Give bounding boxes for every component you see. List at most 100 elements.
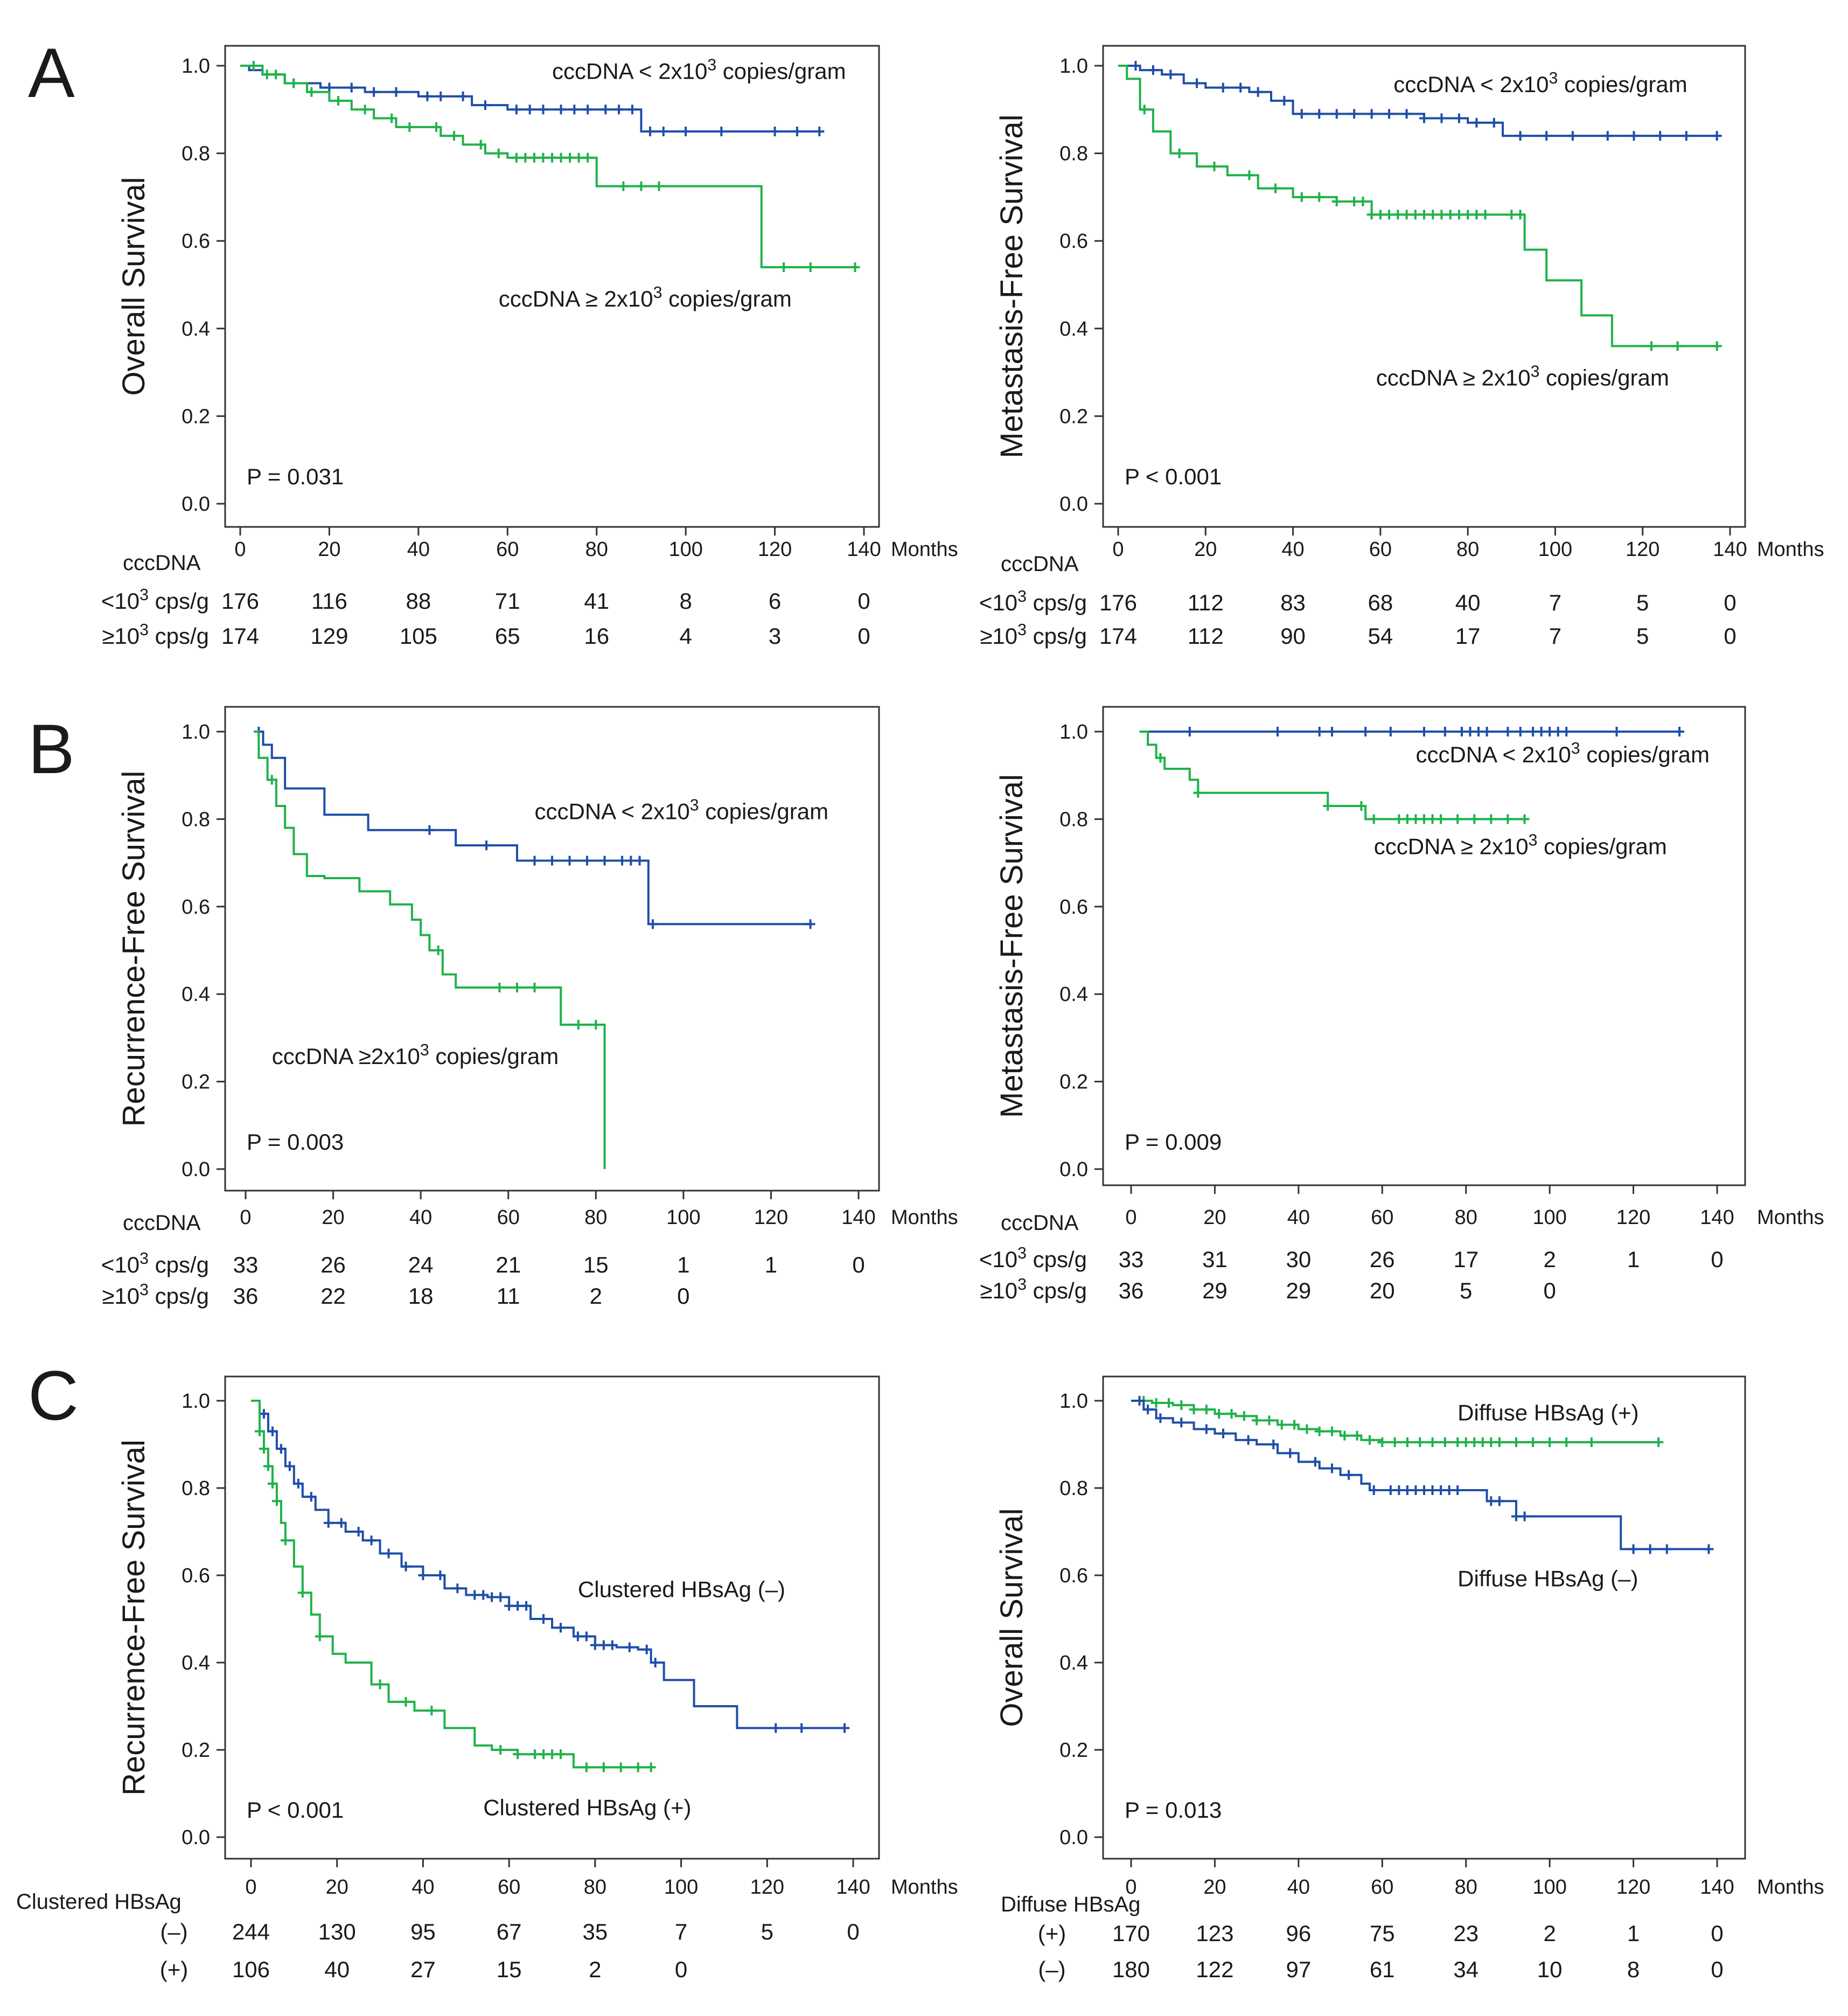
censor-mark xyxy=(547,856,557,866)
plot-frame xyxy=(1102,706,1746,1186)
censor-mark xyxy=(1503,814,1513,824)
censor-mark xyxy=(574,152,584,163)
censor-mark xyxy=(452,1583,463,1594)
risk-count: 26 xyxy=(320,1252,346,1277)
censor-mark xyxy=(1176,1417,1187,1428)
censor-mark xyxy=(598,1640,609,1650)
censor-mark xyxy=(658,126,668,136)
risk-count: 2 xyxy=(589,1957,601,1982)
censor-mark xyxy=(1314,109,1324,119)
censor-mark xyxy=(1369,814,1379,824)
x-tick-label: 40 xyxy=(1287,1876,1310,1899)
censor-mark xyxy=(480,100,490,110)
censor-mark xyxy=(814,126,825,136)
risk-count: 4 xyxy=(679,623,692,649)
censor-mark xyxy=(601,105,611,115)
risk-table-title: cccDNA xyxy=(123,1211,201,1235)
y-tick-label: 0.2 xyxy=(1059,405,1088,428)
censor-mark xyxy=(797,1723,807,1733)
censor-mark xyxy=(511,152,521,163)
risk-count: 27 xyxy=(410,1957,436,1982)
x-tick-label: 140 xyxy=(1700,1876,1734,1899)
risk-count: 180 xyxy=(1112,1957,1150,1982)
risk-count: 71 xyxy=(495,588,520,614)
censor-mark xyxy=(565,152,575,163)
censor-mark xyxy=(1507,210,1517,220)
censor-mark xyxy=(1384,109,1394,119)
risk-count: 112 xyxy=(1188,590,1224,615)
censor-mark xyxy=(547,152,557,163)
censor-mark xyxy=(476,140,486,150)
x-tick-label: 120 xyxy=(758,538,792,561)
censor-mark xyxy=(248,61,259,71)
censor-mark xyxy=(1176,1400,1187,1410)
risk-count: 0 xyxy=(847,1919,859,1944)
censor-mark xyxy=(1402,1437,1412,1447)
p-value: P = 0.009 xyxy=(1125,1129,1222,1155)
censor-mark xyxy=(280,1535,290,1546)
x-axis-label: Months xyxy=(891,1206,958,1229)
censor-mark xyxy=(1366,210,1377,220)
censor-mark xyxy=(1440,1437,1450,1447)
censor-mark xyxy=(1340,1430,1350,1441)
censor-mark xyxy=(1402,814,1412,824)
x-tick-label: 80 xyxy=(1455,1876,1477,1899)
y-tick-label: 0.6 xyxy=(182,896,210,919)
risk-count: 16 xyxy=(584,623,609,649)
censor-mark xyxy=(618,181,629,191)
censor-mark xyxy=(289,78,299,88)
censor-mark xyxy=(1289,1420,1300,1430)
x-tick-label: 120 xyxy=(1616,1876,1650,1899)
x-tick-label: 20 xyxy=(1203,1876,1226,1899)
censor-mark xyxy=(1377,1437,1387,1447)
censor-mark xyxy=(1586,1437,1596,1447)
censor-mark xyxy=(431,122,441,132)
risk-count: 112 xyxy=(1188,623,1224,649)
censor-mark xyxy=(1327,727,1337,736)
risk-count: 88 xyxy=(406,588,431,614)
censor-mark xyxy=(1201,1424,1211,1434)
censor-mark xyxy=(336,1518,346,1528)
censor-mark xyxy=(436,91,446,101)
censor-mark xyxy=(1645,1544,1655,1554)
y-tick-label: 0.0 xyxy=(182,493,210,516)
y-tick-label: 0.8 xyxy=(1059,143,1088,165)
x-tick-label: 40 xyxy=(407,538,430,561)
censor-mark xyxy=(1704,1544,1714,1554)
censor-mark xyxy=(770,126,780,136)
risk-row-label: ≥103 cps/g xyxy=(102,621,209,649)
censor-mark xyxy=(1427,1485,1438,1496)
risk-row-label: (–) xyxy=(160,1919,187,1944)
y-tick-label: 0.0 xyxy=(1059,493,1088,516)
risk-count: 24 xyxy=(408,1252,434,1277)
censor-mark xyxy=(556,152,566,163)
censor-mark xyxy=(1163,1398,1174,1408)
censor-mark xyxy=(1655,131,1665,141)
censor-mark xyxy=(1384,210,1394,220)
censor-mark xyxy=(654,181,664,191)
censor-mark xyxy=(1151,1398,1161,1408)
risk-count: 170 xyxy=(1112,1921,1150,1946)
censor-mark xyxy=(1277,1420,1287,1430)
risk-count: 34 xyxy=(1453,1957,1479,1982)
censor-mark xyxy=(1461,1437,1471,1447)
risk-count: 8 xyxy=(679,588,692,614)
censor-mark xyxy=(1419,113,1429,123)
censor-mark xyxy=(1511,1511,1521,1521)
censor-mark xyxy=(1419,1485,1429,1496)
km-plot-C1: 0.00.20.40.60.81.00 20 40 60 80 100 120 140 Mont… xyxy=(16,1375,958,1982)
p-value: P = 0.031 xyxy=(247,464,344,489)
censor-mark xyxy=(581,1762,591,1772)
risk-count: 7 xyxy=(675,1919,687,1944)
risk-row-label: ≥103 cps/g xyxy=(102,1281,209,1309)
censor-mark xyxy=(306,1492,316,1502)
risk-count: 41 xyxy=(584,588,609,614)
risk-count: 96 xyxy=(1286,1921,1311,1946)
x-tick-label: 0 xyxy=(1125,1206,1136,1229)
censor-mark xyxy=(1469,1437,1480,1447)
censor-mark xyxy=(1327,1426,1337,1436)
censor-mark xyxy=(1528,1437,1538,1447)
y-axis-label: Metastasis-Free Survival xyxy=(994,114,1029,458)
censor-mark xyxy=(1349,197,1359,207)
risk-count: 1 xyxy=(1627,1921,1640,1946)
